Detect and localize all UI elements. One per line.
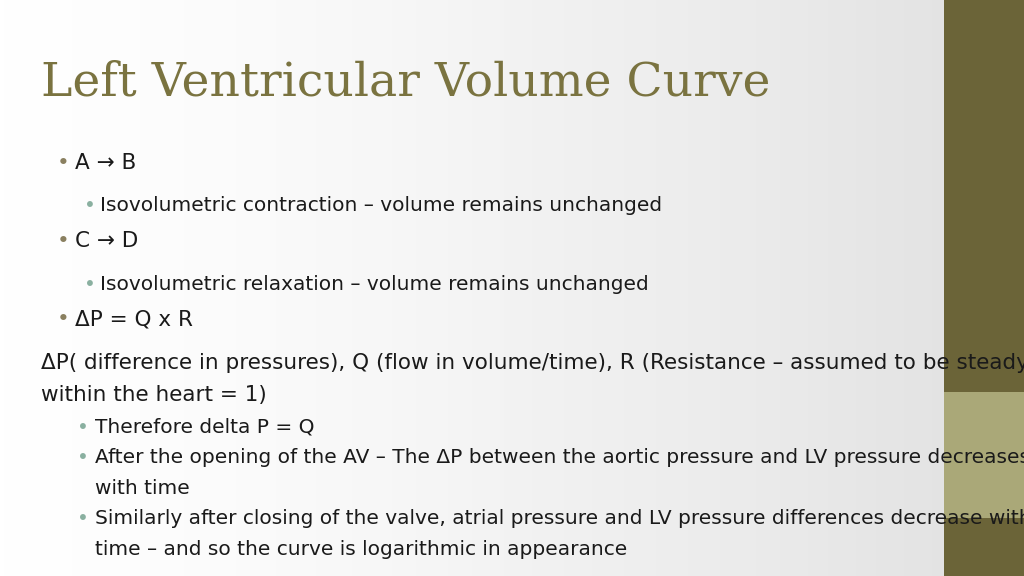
Text: Left Ventricular Volume Curve: Left Ventricular Volume Curve <box>41 60 770 106</box>
Text: Isovolumetric relaxation – volume remains unchanged: Isovolumetric relaxation – volume remain… <box>100 275 649 294</box>
Text: ΔP = Q x R: ΔP = Q x R <box>75 309 193 329</box>
Text: ΔP( difference in pressures), Q (flow in volume/time), R (Resistance – assumed t: ΔP( difference in pressures), Q (flow in… <box>41 353 1024 373</box>
Text: •: • <box>56 309 69 329</box>
Text: •: • <box>56 153 69 173</box>
Text: •: • <box>84 196 96 215</box>
Text: Similarly after closing of the valve, atrial pressure and LV pressure difference: Similarly after closing of the valve, at… <box>95 509 1024 528</box>
Text: After the opening of the AV – The ΔP between the aortic pressure and LV pressure: After the opening of the AV – The ΔP bet… <box>95 448 1024 467</box>
Text: •: • <box>77 448 89 467</box>
Text: time – and so the curve is logarithmic in appearance: time – and so the curve is logarithmic i… <box>95 540 628 559</box>
Text: •: • <box>77 509 89 528</box>
Text: A → B: A → B <box>75 153 136 173</box>
Text: within the heart = 1): within the heart = 1) <box>41 385 266 406</box>
Text: •: • <box>56 231 69 251</box>
Text: with time: with time <box>95 479 190 498</box>
Text: •: • <box>77 418 89 437</box>
Text: C → D: C → D <box>75 231 138 251</box>
Text: •: • <box>84 275 96 294</box>
Text: Therefore delta P = Q: Therefore delta P = Q <box>95 418 314 437</box>
Text: Isovolumetric contraction – volume remains unchanged: Isovolumetric contraction – volume remai… <box>100 196 663 215</box>
